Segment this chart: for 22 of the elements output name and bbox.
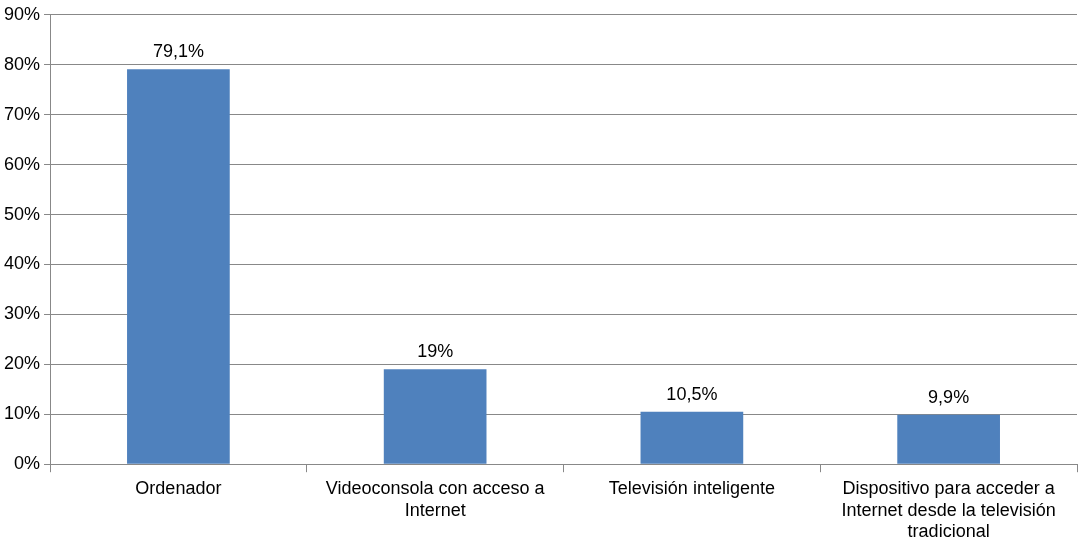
data-label: 79,1% (152, 41, 204, 62)
bar (640, 411, 744, 464)
bar (127, 69, 230, 464)
data-label: 9,9% (928, 386, 970, 407)
y-tick-label: 80% (4, 53, 41, 74)
bar (897, 414, 1000, 464)
y-tick-label: 50% (4, 203, 41, 224)
y-tick-label: 30% (4, 303, 41, 324)
x-tick-label: Televisión inteligente (608, 477, 775, 498)
y-tick-label: 60% (4, 153, 41, 174)
bar (383, 369, 487, 464)
y-tick-label: 10% (4, 403, 41, 424)
x-tick-label: Videoconsola con acceso a Internet (325, 477, 546, 520)
x-tick-label: Ordenador (135, 477, 222, 498)
y-tick-label: 20% (4, 353, 41, 374)
y-tick-label: 40% (4, 253, 41, 274)
y-tick-label: 0% (14, 453, 41, 474)
y-tick-label: 90% (4, 3, 41, 24)
data-label: 19% (417, 341, 454, 362)
data-label: 10,5% (666, 383, 718, 404)
x-tick-label: Dispositivo para acceder a Internet desde la televisión tradicional (841, 477, 1056, 542)
y-tick-label: 70% (4, 103, 41, 124)
